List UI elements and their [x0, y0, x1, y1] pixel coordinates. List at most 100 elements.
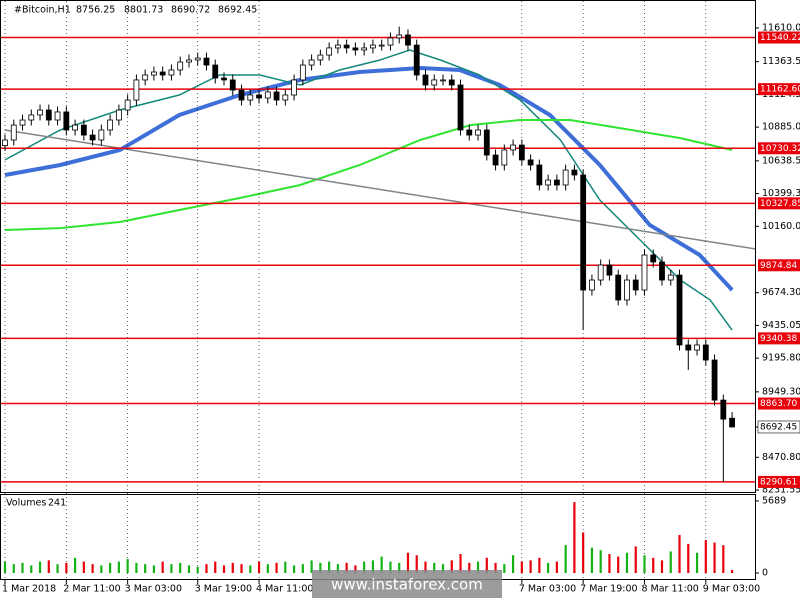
level-label: 8290.61 — [760, 477, 797, 487]
y-tick-label: 11610.05 — [762, 22, 800, 33]
candle-body — [177, 61, 184, 71]
candle-body — [589, 279, 595, 291]
open-value: 8756.25 — [76, 5, 115, 16]
current-price-label: 8692.45 — [760, 422, 797, 432]
x-tick-label: 1 Mar 2018 — [2, 584, 56, 595]
y-tick-label: 10399.30 — [762, 188, 800, 199]
watermark: www.instaforex.com — [331, 576, 483, 594]
y-tick-label: 10160.05 — [762, 221, 800, 232]
level-label: 11162.60 — [760, 85, 800, 95]
candle-body — [151, 71, 157, 76]
indicator-line — [4, 65, 734, 292]
candle-body — [448, 79, 455, 86]
candle-body — [308, 59, 315, 66]
candle-body — [536, 164, 543, 186]
candle-body — [580, 174, 587, 291]
candle-body — [483, 129, 490, 156]
x-tick-label: 7 Mar 19:00 — [580, 584, 637, 595]
candle-body — [632, 279, 639, 291]
candle-body — [317, 54, 324, 61]
candle-body — [545, 179, 552, 186]
candle-body — [229, 79, 236, 91]
candle-body — [378, 44, 385, 47]
candle-body — [702, 344, 709, 361]
candle-body — [457, 84, 464, 131]
candle-body — [37, 109, 43, 116]
level-label-box — [758, 475, 800, 488]
candle-body — [28, 114, 35, 121]
candle-body — [54, 111, 61, 121]
y-tick-label: 8949.30 — [762, 386, 800, 397]
candle-body — [597, 264, 604, 281]
candle-body — [518, 144, 525, 161]
symbol: #Bitcoin,H1 — [14, 5, 71, 16]
candle-body — [387, 37, 394, 46]
volume-current: 241 — [48, 498, 66, 509]
volume-tick-label: 5689 — [762, 495, 786, 506]
candle-body — [334, 44, 341, 49]
candle-body — [124, 99, 131, 111]
y-tick-label: 9674.30 — [762, 287, 800, 298]
volume-title: Volumes — [6, 498, 46, 509]
candle-body — [299, 64, 306, 81]
level-label: 11540.22 — [760, 33, 800, 43]
candle-body — [396, 34, 403, 39]
candle-body — [133, 79, 140, 101]
candle-body — [475, 129, 481, 136]
close-value: 8692.45 — [218, 5, 257, 16]
y-tick-label: 9195.80 — [762, 353, 800, 364]
watermark-box — [312, 570, 502, 598]
candle-body — [159, 71, 166, 76]
level-label-box — [758, 197, 800, 210]
candle-body — [142, 74, 149, 81]
candle-body — [440, 79, 446, 82]
candle-body — [510, 144, 516, 151]
candle-body — [685, 344, 692, 351]
candle-body — [641, 254, 648, 291]
level-label: 10730.32 — [760, 144, 800, 154]
indicator-line — [4, 49, 733, 331]
candle-body — [694, 344, 700, 351]
candle-body — [431, 79, 438, 86]
candle-body — [168, 69, 175, 76]
x-tick-label: 3 Mar 03:00 — [125, 584, 182, 595]
candle-body — [326, 47, 333, 56]
candle-body — [282, 94, 289, 101]
candle-body — [720, 399, 727, 420]
candle-body — [19, 119, 26, 126]
level-label: 10327.85 — [760, 199, 800, 209]
y-tick-label: 9435.05 — [762, 320, 800, 331]
candle-body — [624, 279, 630, 301]
level-label-box — [758, 83, 800, 96]
candle-body — [89, 134, 96, 141]
overlay-layer — [4, 49, 755, 331]
candle-body — [361, 47, 368, 51]
level-label-box — [758, 259, 800, 272]
candle-body — [72, 124, 78, 131]
indicator-line — [4, 119, 733, 231]
x-tick-label: 7 Mar 03:00 — [519, 584, 576, 595]
x-tick-label: 3 Mar 19:00 — [195, 584, 252, 595]
low-value: 8690.72 — [171, 5, 210, 16]
candle-body — [405, 34, 411, 46]
candle-body — [729, 417, 735, 428]
candle-body — [10, 124, 17, 141]
level-label: 9340.38 — [760, 334, 797, 344]
price-pane — [0, 0, 756, 493]
candle-body — [422, 74, 429, 86]
candle-body — [562, 169, 569, 186]
candle-body — [212, 64, 219, 79]
volume-tick-label: 0 — [762, 568, 768, 579]
candle-body — [186, 59, 192, 63]
candle-body — [352, 47, 359, 51]
candle-body — [203, 57, 210, 66]
level-label-box — [758, 31, 800, 44]
candle-body — [45, 109, 52, 121]
candle-body — [466, 129, 473, 136]
candle-body — [291, 79, 297, 96]
candle-body — [194, 57, 201, 61]
candle-body — [650, 254, 657, 263]
